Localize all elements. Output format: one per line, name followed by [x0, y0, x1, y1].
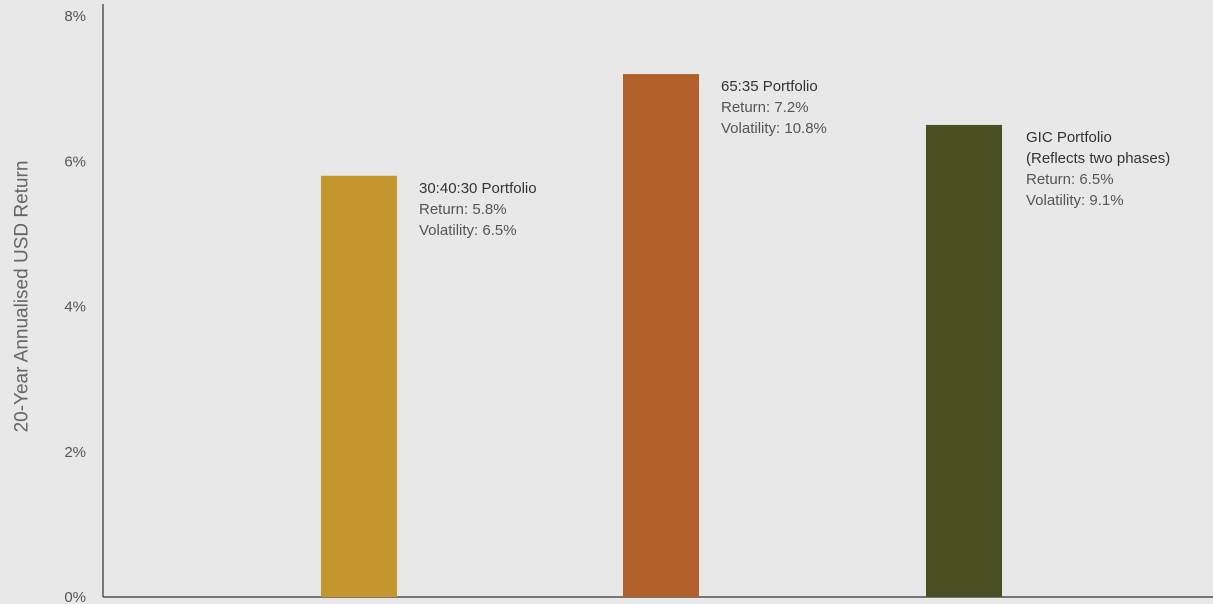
y-axis-title: 20-Year Annualised USD Return [12, 161, 33, 433]
bars-group [321, 74, 1002, 598]
bar-label-detail: Volatility: 9.1% [1026, 192, 1124, 209]
y-tick-label: 0% [64, 589, 86, 604]
bar-label-title: 65:35 Portfolio [721, 78, 818, 95]
bar-labels-group: 30:40:30 Portfolio Return: 5.8% Volatility… [419, 78, 1170, 239]
bar [926, 124, 1002, 597]
y-tick-label: 6% [64, 153, 86, 170]
bar-label-detail: Volatility: 6.5% [419, 222, 517, 239]
y-tick-label: 2% [64, 444, 86, 461]
y-tick-label: 8% [64, 8, 86, 25]
bar-label-detail: Return: 7.2% [721, 99, 809, 116]
bar [321, 175, 397, 597]
bar-label-detail: Return: 5.8% [419, 201, 507, 218]
bar-label-title: (Reflects two phases) [1026, 150, 1170, 167]
bar-label-detail: Volatility: 10.8% [721, 120, 827, 137]
bar-label-title: GIC Portfolio [1026, 129, 1112, 146]
bar [623, 74, 699, 598]
y-axis-ticks: 0% 2% 4% 6% 8% [64, 8, 86, 604]
y-tick-label: 4% [64, 299, 86, 316]
bar-label-detail: Return: 6.5% [1026, 171, 1114, 188]
bar-label-title: 30:40:30 Portfolio [419, 180, 537, 197]
